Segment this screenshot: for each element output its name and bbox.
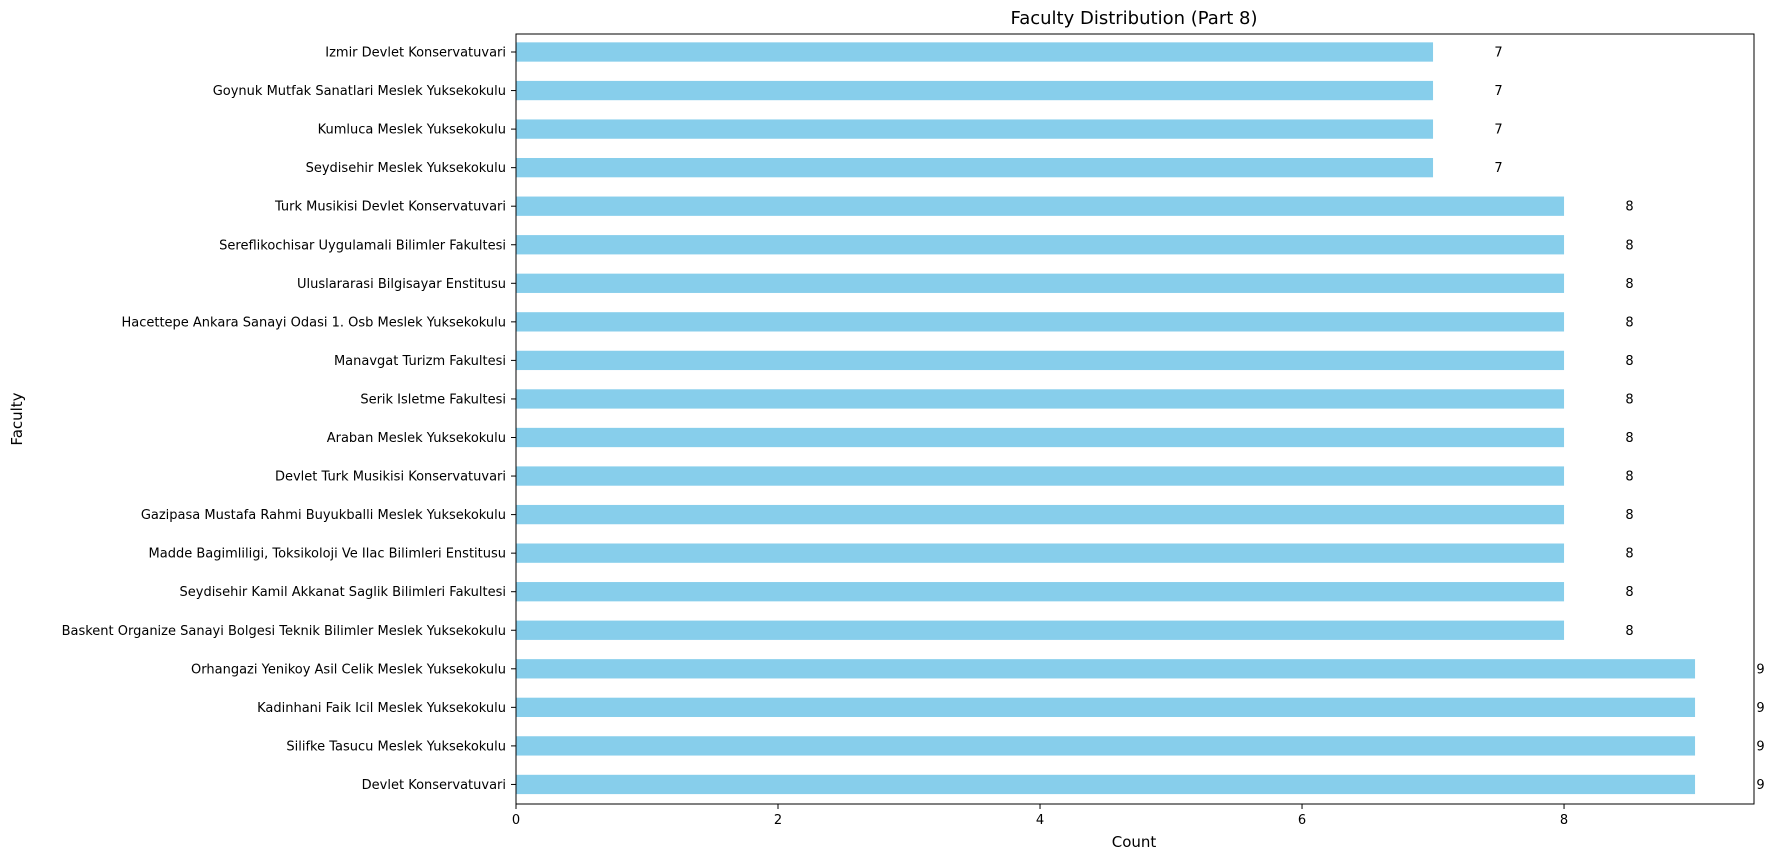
bar [516,389,1565,409]
bar [516,582,1565,602]
y-tick-label: Turk Musikisi Devlet Konservatuvari [274,200,506,215]
bar [516,466,1565,486]
bar-value-label: 8 [1625,277,1633,292]
y-tick-label: Gazipasa Mustafa Rahmi Buyukballi Meslek… [141,508,506,523]
bar-value-label: 9 [1756,662,1764,677]
data-labels-layer: 7 7 7 7 8 8 8 8 8 8 8 8 8 8 8 8 9 9 9 9 [1494,46,1764,793]
bar-value-label: 8 [1625,354,1633,369]
bar [516,158,1434,178]
y-tick-label: Izmir Devlet Konservatuvari [325,46,506,61]
x-tick-label: 6 [1298,813,1306,828]
x-tick-label: 8 [1560,813,1568,828]
y-tick-label: Kumluca Meslek Yuksekokulu [318,123,506,138]
bar-value-label: 8 [1625,508,1633,523]
y-tick-label: Manavgat Turizm Fakultesi [334,354,506,369]
bar-value-label: 8 [1625,547,1633,562]
bar [516,196,1565,216]
bar [516,235,1565,255]
y-tick-label: Serik Isletme Fakultesi [360,392,506,407]
y-tick-label: Orhangazi Yenikoy Asil Celik Meslek Yuks… [191,662,506,677]
y-tick-label: Seydisehir Meslek Yuksekokulu [306,161,506,176]
y-tick-label: Kadinhani Faik Icil Meslek Yuksekokulu [257,701,506,716]
bar [516,42,1434,62]
y-tick-label: Madde Bagimliligi, Toksikoloji Ve Ilac B… [149,547,506,562]
bar [516,697,1696,717]
y-tick-label: Silifke Tasucu Meslek Yuksekokulu [286,739,506,754]
y-tick-label: Hacettepe Ankara Sanayi Odasi 1. Osb Mes… [121,315,506,330]
y-tick-label: Seydisehir Kamil Akkanat Saglik Bilimler… [180,585,507,600]
bar [516,543,1565,563]
y-tick-label: Devlet Turk Musikisi Konservatuvari [275,470,506,485]
bar-value-label: 8 [1625,470,1633,485]
bar [516,312,1565,332]
bar-value-label: 9 [1756,739,1764,754]
bar-value-label: 8 [1625,200,1633,215]
bar [516,774,1696,795]
bar [516,504,1565,525]
bar-value-label: 8 [1625,585,1633,600]
x-tick-label: 0 [512,813,520,828]
x-axis-label: Count [1112,833,1157,851]
bar [516,620,1565,640]
y-axis-label: Faculty [8,392,26,445]
bar-value-label: 9 [1756,778,1764,793]
y-tick-label: Sereflikochisar Uygulamali Bilimler Faku… [219,238,506,253]
bar-value-label: 8 [1625,392,1633,407]
bar-value-label: 9 [1756,701,1764,716]
bar [516,736,1696,756]
y-tick-label: Uluslararasi Bilgisayar Enstitusu [297,277,506,292]
bar-value-label: 8 [1625,238,1633,253]
y-axis-ticks: Izmir Devlet Konservatuvari Goynuk Mutfak… [62,46,516,793]
plot-frame [515,33,1755,805]
bar-value-label: 8 [1625,315,1633,330]
bar [516,659,1696,679]
x-axis-ticks: 0 2 4 6 8 [512,804,1568,828]
y-tick-label: Baskent Organize Sanayi Bolgesi Teknik B… [62,624,506,639]
x-tick-label: 4 [1036,813,1044,828]
bar [516,273,1565,293]
y-tick-label: Araban Meslek Yuksekokulu [327,431,506,446]
bar-value-label: 7 [1494,161,1502,176]
bar [516,427,1565,448]
bar [516,350,1565,371]
bar-value-label: 7 [1494,123,1502,138]
y-tick-label: Goynuk Mutfak Sanatlari Meslek Yuksekoku… [213,84,506,99]
bar [516,119,1434,139]
chart-title: Faculty Distribution (Part 8) [1011,8,1258,29]
bars-layer [516,42,1696,795]
bar [516,80,1434,101]
bar-value-label: 8 [1625,624,1633,639]
x-tick-label: 2 [774,813,782,828]
bar-value-label: 7 [1494,46,1502,61]
bar-value-label: 7 [1494,84,1502,99]
y-tick-label: Devlet Konservatuvari [362,778,506,793]
bar-value-label: 8 [1625,431,1633,446]
